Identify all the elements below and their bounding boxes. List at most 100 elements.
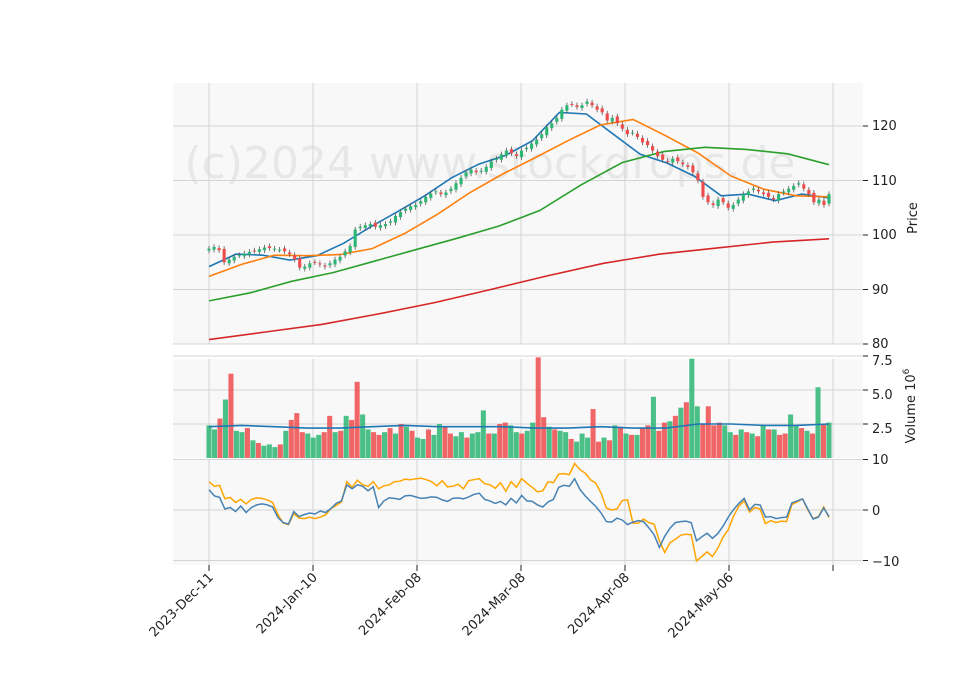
candle-body: [262, 247, 267, 251]
candle-body: [509, 149, 514, 154]
candle-body: [605, 113, 609, 121]
candle-body: [328, 263, 332, 266]
volume-tick-label: 7.5: [872, 354, 893, 369]
volume-bar: [431, 434, 437, 458]
volume-bar: [612, 425, 618, 458]
candle-body: [751, 188, 755, 191]
volume-bar: [305, 433, 311, 458]
volume-bar: [672, 415, 678, 458]
candle-body: [348, 245, 352, 253]
price-y-ticks: 80 90 100 110 120: [872, 119, 897, 352]
volume-bar: [617, 426, 624, 458]
volume-bar: [425, 429, 431, 458]
candle-body: [267, 246, 272, 249]
candle-body: [812, 192, 816, 203]
candle-body: [343, 251, 347, 256]
volume-bar: [217, 418, 223, 458]
volume-bar: [266, 444, 272, 458]
volume-bar: [727, 432, 733, 458]
candle-body: [555, 117, 559, 122]
candle-body: [247, 251, 251, 255]
volume-bar: [810, 433, 816, 458]
volume-bar: [694, 406, 700, 458]
volume-bar: [255, 443, 261, 458]
candle-body: [378, 225, 382, 228]
candle-body: [676, 157, 680, 162]
candle-body: [383, 224, 387, 227]
volume-bar: [502, 422, 508, 458]
candle-body: [761, 192, 766, 195]
volume-bar: [568, 438, 574, 458]
candle-body: [323, 265, 327, 267]
volume-bar: [722, 425, 728, 458]
candle-body: [222, 248, 226, 263]
volume-tick-label: 2.5: [872, 422, 893, 437]
candle-body: [469, 169, 473, 174]
volume-bar: [661, 422, 667, 458]
candle-body: [635, 133, 640, 137]
volume-bar: [683, 402, 689, 458]
candle-body: [358, 226, 362, 229]
volume-y-ticks: 2.5 5.0 7.5: [872, 354, 893, 437]
candle-body: [620, 124, 624, 129]
candle-body: [479, 170, 483, 172]
candle-body: [771, 197, 776, 200]
volume-bar: [343, 415, 349, 458]
candle-body: [504, 150, 508, 156]
candle-body: [278, 249, 282, 251]
volume-axis-title: Volume 106: [902, 368, 919, 443]
candle-body: [777, 194, 781, 201]
volume-bar: [294, 413, 300, 458]
volume-bar: [354, 381, 360, 458]
candle-body: [439, 192, 443, 195]
oscillator-lines: [208, 462, 830, 563]
volume-bar: [277, 444, 283, 458]
volume-bar: [288, 419, 294, 458]
candle-body: [227, 259, 231, 264]
candle-body: [701, 181, 705, 197]
candle-body: [313, 261, 317, 263]
candle-body: [691, 165, 695, 173]
candle-body: [585, 101, 589, 104]
candle-body: [519, 150, 524, 158]
volume-bar: [607, 440, 613, 458]
volume-bar: [733, 434, 739, 458]
candle-body: [822, 200, 826, 206]
x-tick-label: 2024-May-06: [666, 570, 737, 641]
candle-body: [308, 263, 312, 268]
candle-body: [615, 116, 619, 124]
candle-body: [207, 248, 211, 251]
candle-body: [787, 188, 791, 193]
candle-body: [550, 123, 554, 129]
volume-bar: [738, 429, 744, 458]
volume-bar: [596, 441, 602, 458]
candle-body: [353, 229, 357, 247]
candle-body: [807, 189, 811, 195]
candle-body: [716, 199, 720, 207]
volume-bar: [327, 415, 333, 458]
candle-body: [625, 129, 629, 135]
volume-bar: [464, 437, 470, 458]
volume-bar: [530, 422, 536, 458]
candle-body: [560, 109, 564, 119]
candle-body: [792, 185, 796, 190]
candle-body: [671, 158, 675, 163]
candle-body: [338, 256, 342, 261]
volume-bar: [458, 432, 464, 458]
candle-body: [489, 161, 493, 168]
candle-body: [721, 198, 725, 203]
x-tick-label: 2024-Jan-10: [254, 570, 321, 637]
candle-body: [444, 192, 448, 196]
volume-bar: [705, 406, 711, 458]
candle-body: [424, 196, 428, 203]
x-tick-label: 2024-Apr-08: [565, 570, 632, 637]
oscillator-tick-label: 0: [872, 504, 880, 519]
volume-bar: [716, 422, 722, 458]
volume-bar: [793, 425, 799, 458]
volume-bar: [316, 434, 322, 458]
volume-bar: [546, 426, 552, 458]
volume-bar: [513, 432, 519, 458]
volume-bar: [585, 437, 591, 458]
candle-body: [398, 212, 403, 218]
candle-body: [484, 166, 488, 172]
